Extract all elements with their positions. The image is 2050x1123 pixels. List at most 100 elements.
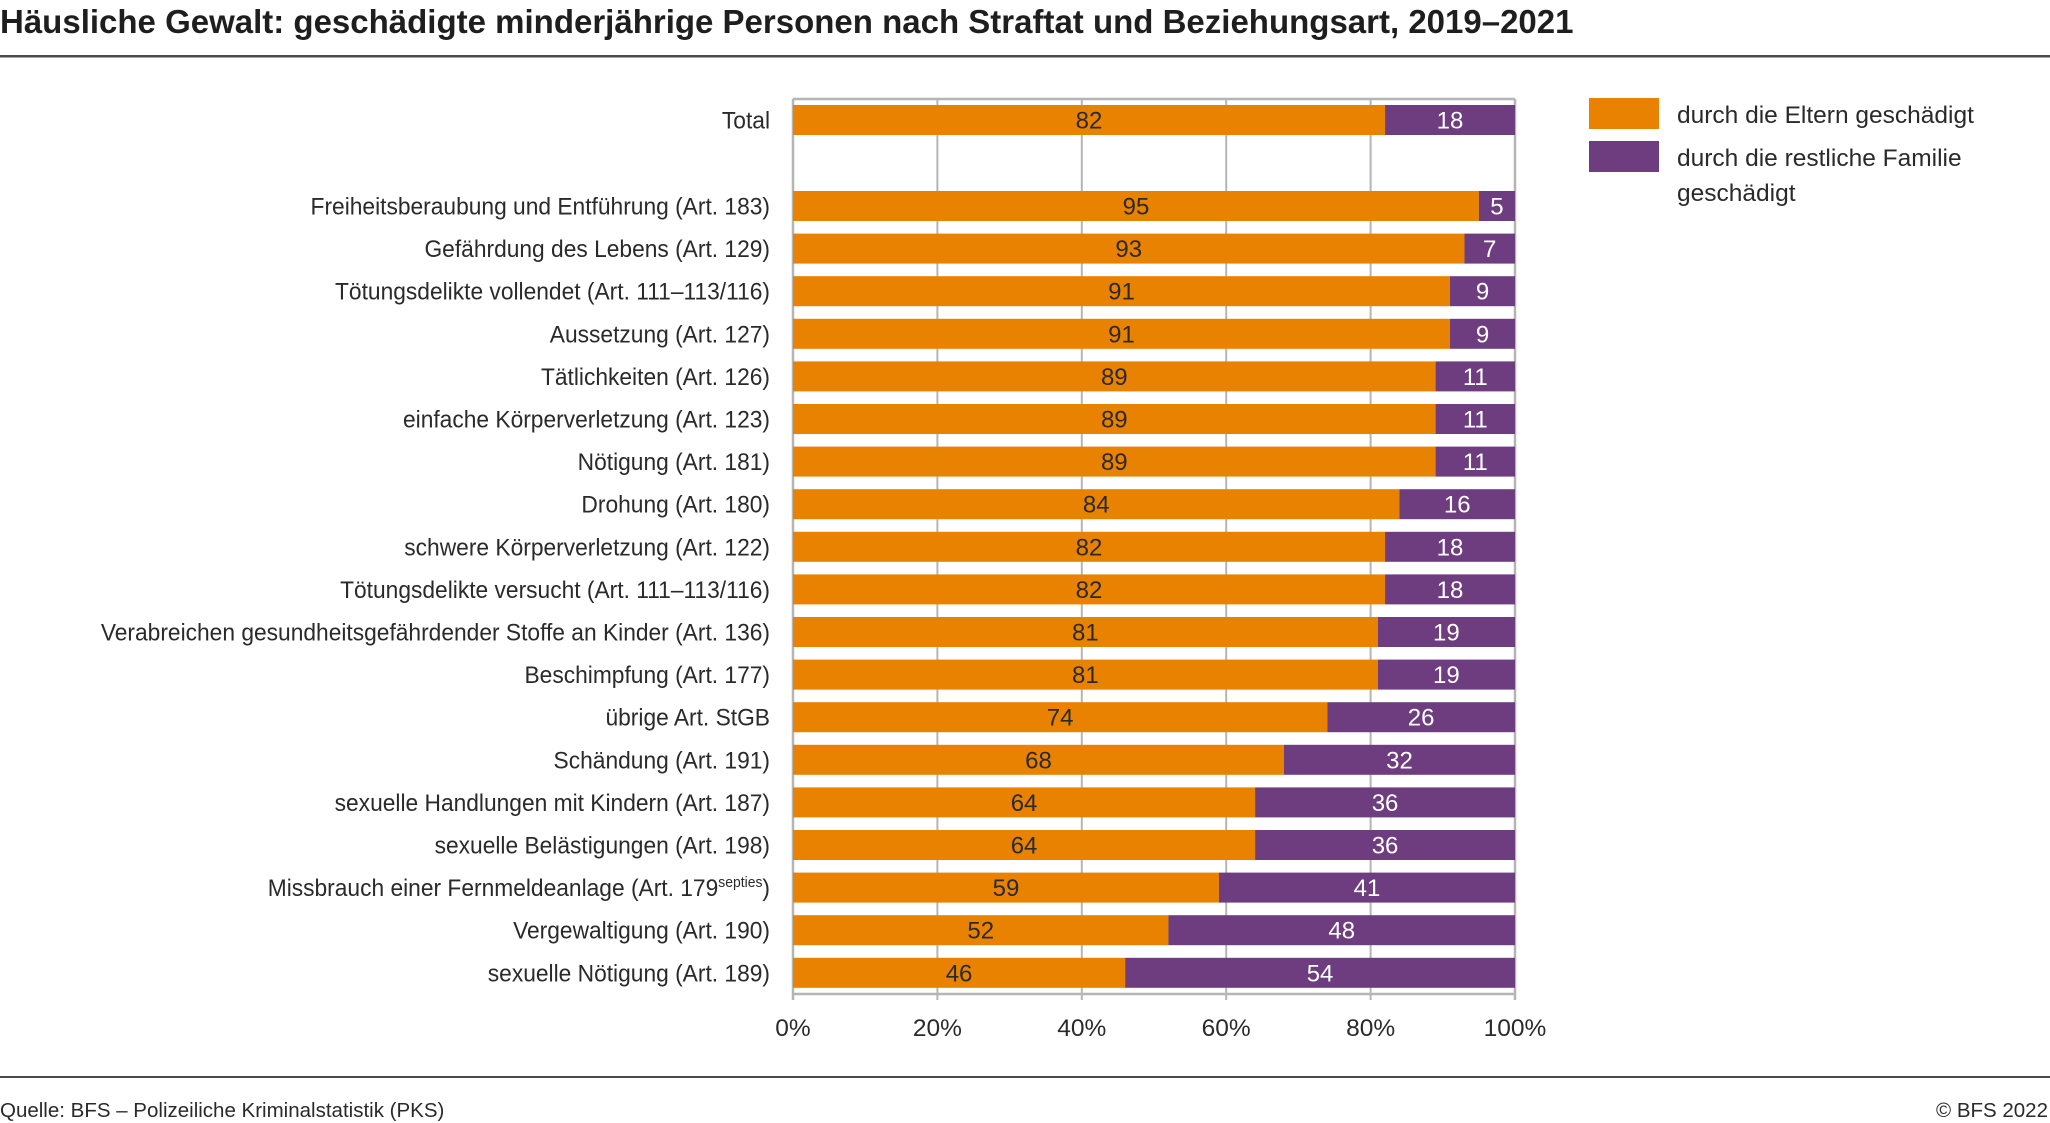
value-label-family: 9 xyxy=(1476,279,1489,306)
bar-segment-parents xyxy=(793,489,1400,520)
bar-segment-parents xyxy=(793,617,1378,647)
legend: durch die Eltern geschädigt durch die re… xyxy=(1589,98,1974,207)
bar-segment-family xyxy=(1478,191,1515,221)
x-tick-label: 100% xyxy=(1484,1015,1547,1042)
value-label-parents: 84 xyxy=(1083,492,1110,519)
svg-text:sexuelle Belästigungen (Art. 1: sexuelle Belästigungen (Art. 198) xyxy=(435,833,770,860)
value-label-parents: 82 xyxy=(1076,534,1103,561)
bar-segment-parents xyxy=(793,404,1436,434)
bar-segment-parents xyxy=(793,574,1386,605)
svg-text:sexuelle Nötigung (Art. 189): sexuelle Nötigung (Art. 189) xyxy=(488,961,770,988)
svg-text:übrige Art. StGB: übrige Art. StGB xyxy=(605,705,770,732)
bar-segment-family xyxy=(1385,574,1515,605)
legend-label-parents: durch die Eltern geschädigt xyxy=(1677,102,1974,129)
value-label-parents: 59 xyxy=(993,875,1020,902)
category-label: Beschimpfung (Art. 177) xyxy=(524,662,770,689)
value-label-family: 48 xyxy=(1328,918,1355,945)
svg-text:Aussetzung (Art. 127): Aussetzung (Art. 127) xyxy=(550,322,770,349)
category-label: einfache Körperverletzung (Art. 123) xyxy=(403,407,770,434)
bar-segment-parents xyxy=(793,276,1451,307)
bar-segment-parents xyxy=(793,361,1436,392)
value-label-parents: 93 xyxy=(1115,236,1142,263)
bar-segment-parents xyxy=(793,915,1169,946)
svg-text:schwere Körperverletzung (Art.: schwere Körperverletzung (Art. 122) xyxy=(404,535,770,562)
category-label: Freiheitsberaubung und Entführung (Art. … xyxy=(311,194,770,221)
svg-text:Drohung (Art. 180): Drohung (Art. 180) xyxy=(581,492,770,519)
bar-segment-parents xyxy=(793,872,1219,903)
bar-segment-family xyxy=(1125,957,1515,988)
value-label-parents: 89 xyxy=(1101,364,1128,391)
category-label: schwere Körperverletzung (Art. 122) xyxy=(404,535,770,562)
bar-segment-family xyxy=(1385,105,1515,135)
bar-segment-parents xyxy=(793,744,1284,775)
value-label-family: 41 xyxy=(1354,875,1381,902)
legend-swatch-family xyxy=(1589,141,1659,172)
bar-segment-family xyxy=(1255,830,1515,860)
value-label-family: 5 xyxy=(1490,194,1503,221)
bar-segment-family xyxy=(1464,233,1515,264)
value-label-family: 11 xyxy=(1463,407,1488,434)
category-label: Total xyxy=(722,108,770,135)
svg-text:sexuelle Handlungen mit Kinder: sexuelle Handlungen mit Kindern (Art. 18… xyxy=(335,790,770,817)
bar-segment-family xyxy=(1435,361,1515,392)
svg-text:Beschimpfung (Art. 177): Beschimpfung (Art. 177) xyxy=(524,662,770,689)
legend-label-family-line1: durch die restliche Familie xyxy=(1677,145,1962,172)
svg-text:Verabreichen gesundheitsgefähr: Verabreichen gesundheitsgefährdender Sto… xyxy=(101,620,770,647)
category-label: Missbrauch einer Fernmeldeanlage (Art. 1… xyxy=(268,875,770,903)
bar-segment-family xyxy=(1450,276,1515,307)
bar-segment-parents xyxy=(793,318,1451,349)
svg-text:Vergewaltigung (Art. 190): Vergewaltigung (Art. 190) xyxy=(513,918,770,945)
value-label-family: 7 xyxy=(1483,236,1496,263)
title-rule xyxy=(0,55,2050,58)
value-label-family: 18 xyxy=(1437,534,1464,561)
value-label-parents: 89 xyxy=(1101,407,1128,434)
source-note: Quelle: BFS – Polizeiliche Kriminalstati… xyxy=(0,1099,444,1122)
bar-segment-parents xyxy=(793,659,1378,690)
svg-text:Tötungsdelikte vollendet (Art.: Tötungsdelikte vollendet (Art. 111–113/1… xyxy=(335,279,770,306)
bar-segment-family xyxy=(1377,659,1515,690)
category-label: übrige Art. StGB xyxy=(605,705,770,732)
category-label: sexuelle Belästigungen (Art. 198) xyxy=(435,833,770,860)
value-label-parents: 64 xyxy=(1011,833,1038,860)
bar-segment-family xyxy=(1450,318,1515,349)
category-label: Aussetzung (Art. 127) xyxy=(550,322,770,349)
bars xyxy=(793,105,1515,988)
bar-segment-parents xyxy=(793,531,1386,562)
x-tick-label: 20% xyxy=(913,1015,962,1042)
value-label-parents: 82 xyxy=(1076,577,1103,604)
category-label: Tötungsdelikte versucht (Art. 111–113/11… xyxy=(340,577,770,604)
svg-text:Total: Total xyxy=(722,108,770,135)
value-label-family: 16 xyxy=(1444,492,1471,519)
value-label-parents: 91 xyxy=(1108,321,1135,348)
bar-segment-parents xyxy=(793,191,1479,221)
value-label-family: 36 xyxy=(1372,833,1399,860)
value-label-family: 36 xyxy=(1372,790,1399,817)
bar-segment-family xyxy=(1435,404,1515,434)
value-label-parents: 95 xyxy=(1123,194,1150,221)
svg-text:Tötungsdelikte versucht (Art.: Tötungsdelikte versucht (Art. 111–113/11… xyxy=(340,577,770,604)
value-label-parents: 74 xyxy=(1047,705,1074,732)
value-label-family: 26 xyxy=(1408,705,1435,732)
value-label-parents: 91 xyxy=(1108,279,1135,306)
value-label-family: 18 xyxy=(1437,108,1464,135)
value-label-parents: 81 xyxy=(1072,662,1099,689)
svg-text:Tätlichkeiten (Art. 126): Tätlichkeiten (Art. 126) xyxy=(541,364,770,391)
x-tick-label: 80% xyxy=(1346,1015,1395,1042)
x-tick-label: 60% xyxy=(1202,1015,1251,1042)
category-label: Schändung (Art. 191) xyxy=(554,748,770,775)
category-label: sexuelle Nötigung (Art. 189) xyxy=(488,961,770,988)
legend-swatch-parents xyxy=(1589,98,1659,129)
footer-rule xyxy=(0,1076,2050,1078)
category-label: Tätlichkeiten (Art. 126) xyxy=(541,364,770,391)
svg-text:Gefährdung des Lebens (Art. 12: Gefährdung des Lebens (Art. 129) xyxy=(424,236,770,263)
value-label-parents: 89 xyxy=(1101,449,1128,476)
svg-text:Freiheitsberaubung und Entführ: Freiheitsberaubung und Entführung (Art. … xyxy=(311,194,770,221)
bar-segment-parents xyxy=(793,702,1328,733)
x-axis-tick-labels: 0% 20% 40% 60% 80% 100% xyxy=(775,1015,1546,1042)
category-label: sexuelle Handlungen mit Kindern (Art. 18… xyxy=(335,790,770,817)
bar-segment-parents xyxy=(793,787,1256,818)
value-label-family: 11 xyxy=(1463,449,1488,476)
value-label-family: 19 xyxy=(1433,620,1460,647)
category-label: Verabreichen gesundheitsgefährdender Sto… xyxy=(101,620,770,647)
